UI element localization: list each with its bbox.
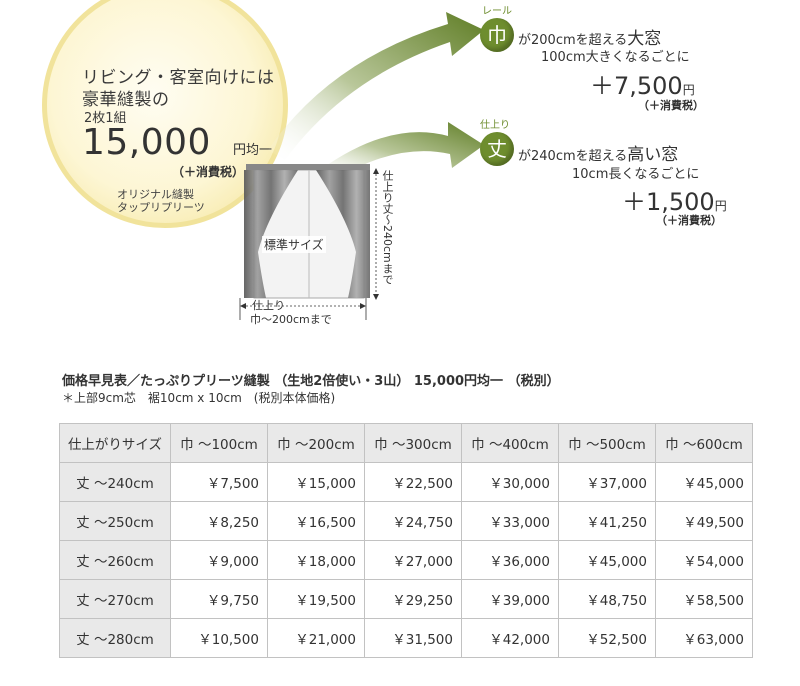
promo-circle (42, 0, 288, 228)
tall-badge: 丈 (480, 132, 514, 166)
tall-badge-caption: 仕上り (480, 120, 510, 131)
tall-price-unit: 円 (714, 199, 727, 213)
table-cell: ￥19,500 (267, 579, 365, 619)
promo-sub1: オリジナル縫製 (117, 188, 194, 201)
table-cell: ￥18,000 (267, 540, 365, 580)
wide-line1: が200cmを超える大窓 (518, 24, 661, 49)
table-col-header: 巾 ～600cm (655, 423, 753, 463)
wide-badge-caption: レール (482, 6, 512, 17)
promo-price-unit: 円均一 (233, 143, 273, 158)
table-cell: ￥58,500 (655, 579, 753, 619)
diagram-standard-label: 標準サイズ (262, 236, 326, 253)
table-row: 丈 ～240cm ￥7,500 ￥15,000 ￥22,500 ￥30,000 … (59, 462, 753, 502)
promo-tax: （＋消費税） (172, 165, 245, 179)
table-row: 丈 ～260cm ￥9,000 ￥18,000 ￥27,000 ￥36,000 … (59, 540, 753, 580)
table-cell: ￥54,000 (655, 540, 753, 580)
table-col-header: 巾 ～500cm (558, 423, 656, 463)
table-cell: ￥42,000 (461, 618, 559, 658)
table-row-header: 丈 ～270cm (59, 579, 171, 619)
table-cell: ￥41,250 (558, 501, 656, 541)
table-row-header: 丈 ～240cm (59, 462, 171, 502)
arrow-to-wide (268, 12, 484, 160)
table-row: 丈 ～280cm ￥10,500 ￥21,000 ￥31,500 ￥42,000… (59, 618, 753, 658)
table-cell: ￥48,750 (558, 579, 656, 619)
wide-price-value: ＋7,500 (590, 72, 683, 100)
table-col-header: 巾 ～100cm (170, 423, 268, 463)
table-cell: ￥7,500 (170, 462, 268, 502)
table-cell: ￥39,000 (461, 579, 559, 619)
table-cell: ￥30,000 (461, 462, 559, 502)
promo-sub2: タップリプリーツ (117, 201, 205, 214)
curtain-diagram (239, 164, 379, 320)
table-cell: ￥15,000 (267, 462, 365, 502)
tall-tax: （＋消費税） (656, 214, 722, 227)
wide-line1-prefix: が200cmを超える (518, 33, 628, 48)
table-col-header: 巾 ～200cm (267, 423, 365, 463)
table-corner-header: 仕上がりサイズ (59, 423, 171, 463)
diagram-width-label2: 巾～200cmまで (250, 313, 332, 326)
table-cell: ￥22,500 (364, 462, 462, 502)
table-cell: ￥16,500 (267, 501, 365, 541)
table-cell: ￥45,000 (655, 462, 753, 502)
table-cell: ￥9,000 (170, 540, 268, 580)
tall-line2: 10cm長くなるごとに (572, 167, 700, 182)
wide-line1-emph: 大窓 (627, 29, 662, 49)
table-cell: ￥9,750 (170, 579, 268, 619)
table-cell: ￥36,000 (461, 540, 559, 580)
table-header-row: 仕上がりサイズ 巾 ～100cm 巾 ～200cm 巾 ～300cm 巾 ～40… (59, 423, 753, 463)
tall-line1-emph: 高い窓 (627, 145, 679, 165)
table-col-header: 巾 ～400cm (461, 423, 559, 463)
diagram-width-label1: 仕上り (252, 299, 285, 312)
table-cell: ￥49,500 (655, 501, 753, 541)
diagram-height-label: 仕上り丈～240cmまで (381, 170, 394, 285)
tall-price-value: ＋1,500 (622, 188, 715, 216)
table-cell: ￥33,000 (461, 501, 559, 541)
table-cell: ￥8,250 (170, 501, 268, 541)
price-table: 仕上がりサイズ 巾 ～100cm 巾 ～200cm 巾 ～300cm 巾 ～40… (59, 423, 753, 658)
table-cell: ￥10,500 (170, 618, 268, 658)
wide-price: ＋7,500円 (590, 66, 695, 101)
table-cell: ￥52,500 (558, 618, 656, 658)
table-cell: ￥31,500 (364, 618, 462, 658)
table-cell: ￥37,000 (558, 462, 656, 502)
tall-price: ＋1,500円 (622, 182, 727, 217)
promo-price: 15,000 (82, 122, 211, 163)
wide-tax: （＋消費税） (638, 99, 704, 112)
table-note: ＊上部9cm芯 裾10cm x 10cm (税別本体価格) (62, 391, 336, 405)
table-cell: ￥24,750 (364, 501, 462, 541)
table-cell: ￥21,000 (267, 618, 365, 658)
table-cell: ￥29,250 (364, 579, 462, 619)
wide-badge: 巾 (480, 18, 514, 52)
wide-price-unit: 円 (682, 83, 695, 97)
promo-set: 2枚1組 (84, 111, 127, 126)
table-row: 丈 ～270cm ￥9,750 ￥19,500 ￥29,250 ￥39,000 … (59, 579, 753, 619)
table-row-header: 丈 ～250cm (59, 501, 171, 541)
table-row-header: 丈 ～260cm (59, 540, 171, 580)
table-cell: ￥45,000 (558, 540, 656, 580)
tall-line1: が240cmを超える高い窓 (518, 140, 678, 165)
tall-line1-prefix: が240cmを超える (518, 149, 628, 164)
table-cell: ￥63,000 (655, 618, 753, 658)
promo-line2: 豪華縫製の (82, 90, 170, 110)
promo-line1: リビング・客室向けには (82, 68, 275, 88)
wide-line2: 100cm大きくなるごとに (541, 50, 690, 65)
table-row-header: 丈 ～280cm (59, 618, 171, 658)
table-cell: ￥27,000 (364, 540, 462, 580)
table-col-header: 巾 ～300cm (364, 423, 462, 463)
table-title: 価格早見表／たっぷりプリーツ縫製 （生地2倍使い・3山） 15,000円均一 （… (62, 374, 560, 389)
table-row: 丈 ～250cm ￥8,250 ￥16,500 ￥24,750 ￥33,000 … (59, 501, 753, 541)
